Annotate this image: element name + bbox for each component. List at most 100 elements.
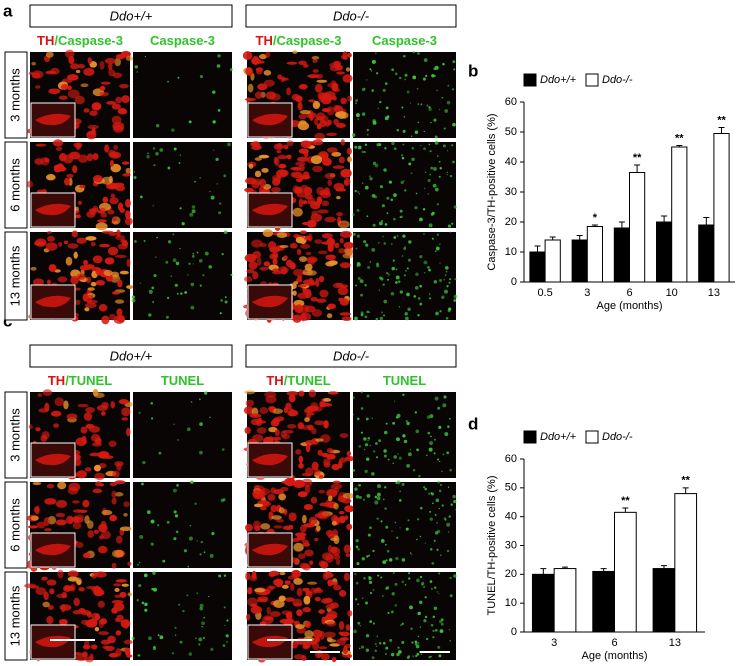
cell [100, 411, 106, 416]
signal [162, 559, 166, 563]
signal [400, 154, 404, 157]
signal [376, 264, 380, 268]
signal [420, 218, 423, 220]
cell [297, 101, 303, 111]
cell [340, 97, 347, 105]
significance: ** [681, 475, 690, 487]
signal [401, 622, 404, 625]
cell [311, 461, 319, 471]
cell [345, 67, 351, 72]
signal [448, 515, 452, 518]
cell [87, 57, 92, 64]
signal [367, 439, 369, 442]
cell [345, 456, 355, 462]
signal [443, 517, 447, 521]
signal [225, 634, 229, 638]
cell [248, 261, 258, 270]
cell [298, 390, 305, 397]
cell [266, 585, 274, 592]
signal [448, 417, 451, 420]
signal [374, 649, 378, 653]
row-label: 13 months [7, 245, 22, 306]
inset-shape [252, 453, 288, 466]
signal [411, 641, 414, 644]
cell [331, 463, 341, 471]
signal [367, 134, 369, 136]
signal [141, 601, 145, 605]
bar [553, 568, 577, 633]
signal [151, 286, 155, 290]
cell [70, 63, 80, 70]
signal [208, 265, 212, 269]
cell [310, 402, 318, 410]
signal [393, 147, 397, 150]
cell [318, 646, 328, 650]
signal [354, 573, 357, 576]
signal [368, 576, 372, 580]
x-axis-label: Age (months) [581, 650, 647, 662]
signal [152, 147, 156, 150]
cell [100, 520, 107, 530]
signal [156, 236, 158, 239]
signal [419, 506, 423, 510]
signal [368, 554, 371, 557]
cell [256, 257, 262, 267]
signal [200, 540, 204, 544]
signal [189, 212, 194, 217]
signal [133, 175, 137, 180]
signal [188, 652, 192, 656]
micrograph-bg [133, 142, 232, 228]
micrograph [133, 391, 232, 478]
signal [139, 534, 144, 539]
cell [79, 184, 86, 189]
cell [339, 222, 348, 226]
cell [298, 113, 307, 120]
signal [430, 492, 434, 496]
cell [253, 503, 264, 508]
cell [322, 157, 332, 166]
signal [175, 634, 177, 636]
cell [63, 240, 69, 245]
signal [446, 284, 449, 288]
cell [35, 587, 47, 595]
cell [76, 273, 86, 280]
cell [93, 464, 102, 472]
signal [391, 266, 395, 271]
inset-shape [35, 295, 71, 308]
signal [390, 243, 393, 245]
signal [423, 272, 426, 274]
cell [335, 282, 344, 288]
signal [384, 507, 387, 510]
cell [67, 243, 79, 249]
cell [121, 583, 129, 587]
cell [99, 85, 106, 91]
cell [303, 504, 313, 511]
signal [403, 439, 408, 444]
signal [424, 542, 426, 544]
signal [191, 205, 196, 209]
signal [396, 413, 401, 418]
cell [331, 80, 337, 85]
signal [407, 519, 410, 522]
bar [586, 226, 603, 283]
cell [89, 110, 98, 117]
cell [262, 229, 274, 237]
signal [227, 142, 231, 147]
cell [82, 552, 91, 559]
signal [399, 490, 402, 493]
micrograph-bg [133, 392, 232, 478]
cell [101, 509, 113, 516]
cell [290, 583, 295, 591]
cell [247, 590, 252, 595]
cell [334, 242, 340, 249]
signal [371, 247, 376, 252]
signal [357, 603, 359, 605]
cell [338, 156, 345, 164]
cell [292, 171, 302, 179]
signal [360, 645, 365, 649]
cell [114, 587, 120, 593]
signal [392, 421, 396, 425]
signal [419, 600, 423, 605]
cell [123, 512, 128, 517]
signal [415, 429, 420, 434]
